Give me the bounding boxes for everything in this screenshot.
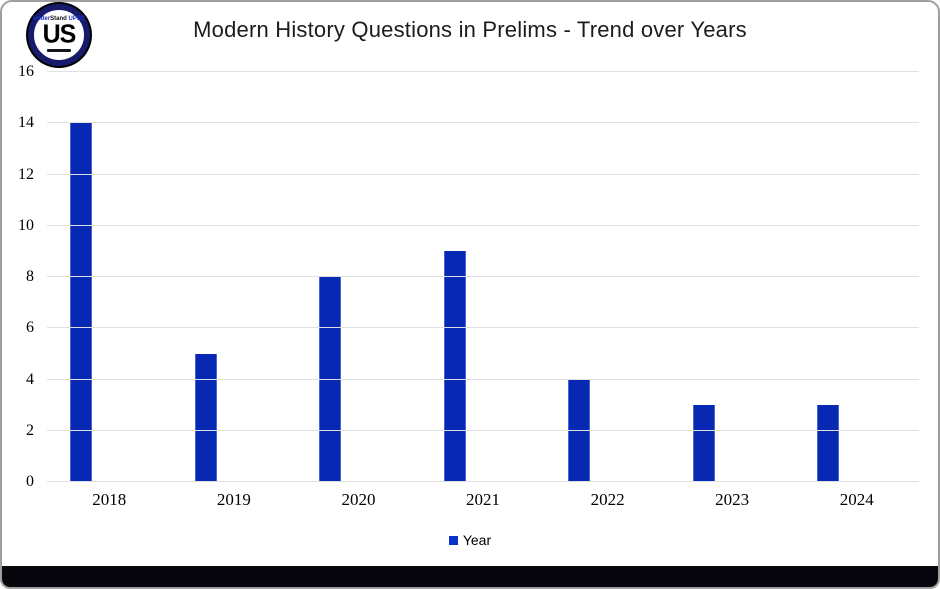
x-tick-label-2020: 2020 xyxy=(341,490,376,509)
plot-area xyxy=(47,71,919,482)
gridline-y-14 xyxy=(47,122,919,124)
understand-upsc-logo: UnderStand UPSC US xyxy=(28,4,90,66)
logo-tagline xyxy=(47,49,71,52)
y-tick-label-12: 12 xyxy=(18,165,34,183)
logo-brand-under: Under xyxy=(32,16,51,22)
category-column-2021 xyxy=(421,72,546,482)
logo-monogram: US xyxy=(42,19,77,49)
chart-title: Modern History Questions in Prelims - Tr… xyxy=(193,17,747,42)
category-column-2019 xyxy=(172,72,297,482)
legend-label-year: Year xyxy=(462,532,492,548)
bar-2024 xyxy=(817,405,840,482)
y-tick-label-16: 16 xyxy=(18,63,34,80)
y-tick-label-0: 0 xyxy=(26,473,34,490)
y-tick-label-8: 8 xyxy=(26,268,34,285)
x-tick-label-2018: 2018 xyxy=(92,490,127,509)
category-column-2023 xyxy=(670,72,795,482)
bar-series xyxy=(47,72,919,482)
legend: Year xyxy=(2,532,938,548)
gridline-y-10 xyxy=(47,224,919,226)
x-tick-label-2023: 2023 xyxy=(715,490,750,509)
legend-marker-year xyxy=(448,535,458,545)
y-tick-label-6: 6 xyxy=(26,319,34,337)
gridline-y-8 xyxy=(47,276,919,277)
x-tick-label-2022: 2022 xyxy=(590,490,625,509)
category-column-2018 xyxy=(47,72,172,482)
y-tick-label-14: 14 xyxy=(18,114,34,132)
x-tick-label-2021: 2021 xyxy=(466,490,501,509)
gridline-y-4 xyxy=(47,378,919,380)
category-column-2022 xyxy=(545,72,670,482)
bar-2020 xyxy=(319,277,342,482)
category-column-2024 xyxy=(794,72,919,482)
footer-bar xyxy=(2,566,938,587)
gridline-y-6 xyxy=(47,327,919,329)
bar-2022 xyxy=(568,379,591,482)
bar-2021 xyxy=(443,251,466,482)
y-tick-label-4: 4 xyxy=(26,370,34,388)
logo-brand-upsc: UPSC xyxy=(66,16,86,22)
bar-2018 xyxy=(70,123,92,482)
gridline-y-2 xyxy=(47,429,919,431)
bar-2023 xyxy=(692,405,715,482)
category-column-2020 xyxy=(296,72,421,482)
gridline-y-12 xyxy=(47,173,919,175)
y-axis: 0 2 4 6 8 10 12 14 16 xyxy=(2,64,34,490)
x-tick-label-2024: 2024 xyxy=(839,490,874,509)
x-tick-label-2019: 2019 xyxy=(216,490,251,509)
gridline-y-16 xyxy=(47,71,919,72)
logo-brand-stand: Stand xyxy=(50,16,67,22)
x-axis: 2018 2019 2020 2021 2022 2023 2024 xyxy=(47,490,919,510)
y-tick-label-10: 10 xyxy=(18,216,34,234)
gridline-y-0 xyxy=(47,481,919,482)
logo-brand-text: UnderStand UPSC xyxy=(33,16,85,22)
bar-2019 xyxy=(194,353,217,482)
y-tick-label-2: 2 xyxy=(26,421,34,439)
